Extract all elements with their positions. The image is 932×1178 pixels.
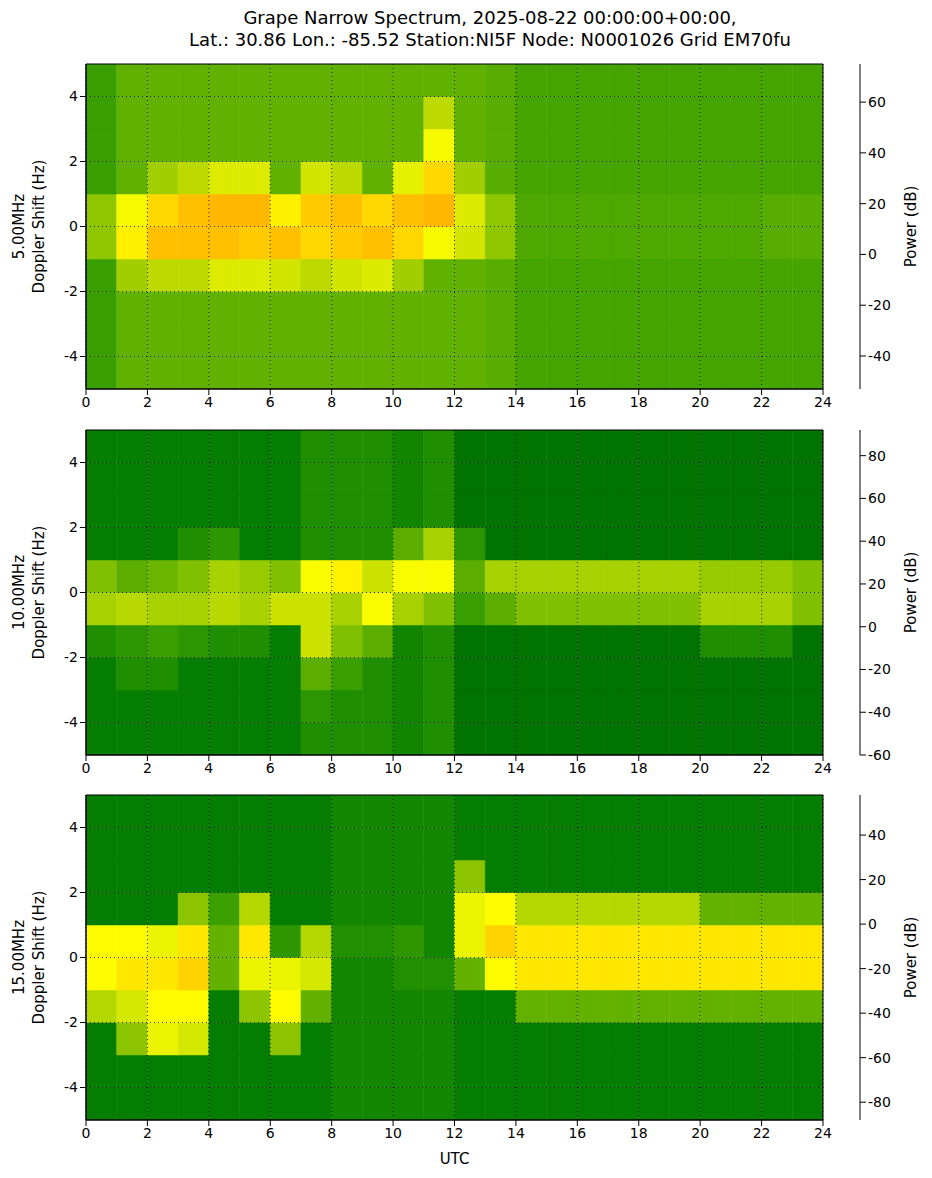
svg-text:40: 40	[868, 827, 886, 843]
svg-text:-40: -40	[868, 1005, 891, 1021]
svg-text:20: 20	[868, 872, 886, 888]
svg-text:2: 2	[69, 884, 78, 900]
svg-text:24: 24	[814, 1125, 832, 1141]
svg-text:UTC: UTC	[440, 1150, 470, 1168]
svg-text:20: 20	[691, 760, 709, 776]
svg-text:16: 16	[568, 1125, 586, 1141]
svg-text:Doppler Shift (Hz): Doppler Shift (Hz)	[30, 526, 48, 660]
svg-text:0: 0	[868, 916, 877, 932]
svg-text:0: 0	[69, 949, 78, 965]
svg-text:4: 4	[204, 394, 213, 410]
svg-text:-4: -4	[64, 714, 78, 730]
svg-text:6: 6	[266, 394, 275, 410]
svg-text:22: 22	[753, 394, 771, 410]
svg-text:-40: -40	[868, 348, 891, 364]
svg-text:8: 8	[327, 1125, 336, 1141]
svg-text:22: 22	[753, 760, 771, 776]
svg-text:-80: -80	[868, 1094, 891, 1110]
svg-text:Lat.: 30.86 Lon.: -85.52 Stati: Lat.: 30.86 Lon.: -85.52 Station:NI5F No…	[189, 29, 791, 50]
svg-text:0: 0	[69, 218, 78, 234]
svg-text:20: 20	[691, 1125, 709, 1141]
svg-text:2: 2	[143, 760, 152, 776]
svg-text:40: 40	[868, 145, 886, 161]
svg-text:12: 12	[446, 1125, 464, 1141]
svg-text:-60: -60	[868, 1050, 891, 1066]
svg-text:10.00MHz: 10.00MHz	[10, 555, 28, 630]
svg-text:-60: -60	[868, 747, 891, 763]
svg-text:0: 0	[82, 1125, 91, 1141]
svg-text:-20: -20	[868, 297, 891, 313]
svg-text:4: 4	[204, 1125, 213, 1141]
svg-text:24: 24	[814, 760, 832, 776]
svg-text:4: 4	[204, 760, 213, 776]
svg-text:Power (dB): Power (dB)	[902, 917, 920, 999]
svg-text:22: 22	[753, 1125, 771, 1141]
svg-text:6: 6	[266, 760, 275, 776]
svg-text:20: 20	[868, 576, 886, 592]
svg-text:60: 60	[868, 490, 886, 506]
svg-text:15.00MHz: 15.00MHz	[10, 920, 28, 995]
svg-text:2: 2	[143, 1125, 152, 1141]
svg-text:4: 4	[69, 88, 78, 104]
svg-text:20: 20	[691, 394, 709, 410]
svg-text:0: 0	[82, 760, 91, 776]
svg-text:-20: -20	[868, 961, 891, 977]
svg-text:8: 8	[327, 394, 336, 410]
svg-text:20: 20	[868, 196, 886, 212]
svg-text:14: 14	[507, 760, 525, 776]
svg-text:80: 80	[868, 448, 886, 464]
svg-text:18: 18	[630, 394, 648, 410]
svg-text:4: 4	[69, 819, 78, 835]
svg-text:0: 0	[82, 394, 91, 410]
svg-text:18: 18	[630, 760, 648, 776]
svg-text:Power (dB): Power (dB)	[902, 186, 920, 268]
svg-text:60: 60	[868, 94, 886, 110]
svg-text:-2: -2	[64, 283, 78, 299]
svg-text:18: 18	[630, 1125, 648, 1141]
svg-text:2: 2	[69, 519, 78, 535]
svg-text:2: 2	[143, 394, 152, 410]
svg-text:5.00MHz: 5.00MHz	[10, 194, 28, 260]
svg-text:40: 40	[868, 533, 886, 549]
svg-text:Doppler Shift (Hz): Doppler Shift (Hz)	[30, 891, 48, 1025]
svg-text:14: 14	[507, 1125, 525, 1141]
svg-text:-2: -2	[64, 649, 78, 665]
svg-text:Power (dB): Power (dB)	[902, 552, 920, 634]
svg-text:24: 24	[814, 394, 832, 410]
svg-text:-40: -40	[868, 704, 891, 720]
svg-text:16: 16	[568, 760, 586, 776]
svg-text:4: 4	[69, 454, 78, 470]
svg-text:12: 12	[446, 394, 464, 410]
svg-text:6: 6	[266, 1125, 275, 1141]
svg-text:10: 10	[384, 394, 402, 410]
svg-text:Grape Narrow Spectrum, 2025-08: Grape Narrow Spectrum, 2025-08-22 00:00:…	[243, 7, 736, 28]
svg-text:-4: -4	[64, 348, 78, 364]
svg-text:0: 0	[868, 246, 877, 262]
svg-text:-20: -20	[868, 661, 891, 677]
svg-text:14: 14	[507, 394, 525, 410]
svg-text:10: 10	[384, 760, 402, 776]
svg-text:0: 0	[69, 584, 78, 600]
svg-text:10: 10	[384, 1125, 402, 1141]
svg-text:Doppler Shift (Hz): Doppler Shift (Hz)	[30, 160, 48, 294]
svg-text:8: 8	[327, 760, 336, 776]
svg-text:16: 16	[568, 394, 586, 410]
svg-text:2: 2	[69, 153, 78, 169]
svg-text:12: 12	[446, 760, 464, 776]
svg-text:0: 0	[868, 619, 877, 635]
svg-text:-4: -4	[64, 1079, 78, 1095]
svg-text:-2: -2	[64, 1014, 78, 1030]
